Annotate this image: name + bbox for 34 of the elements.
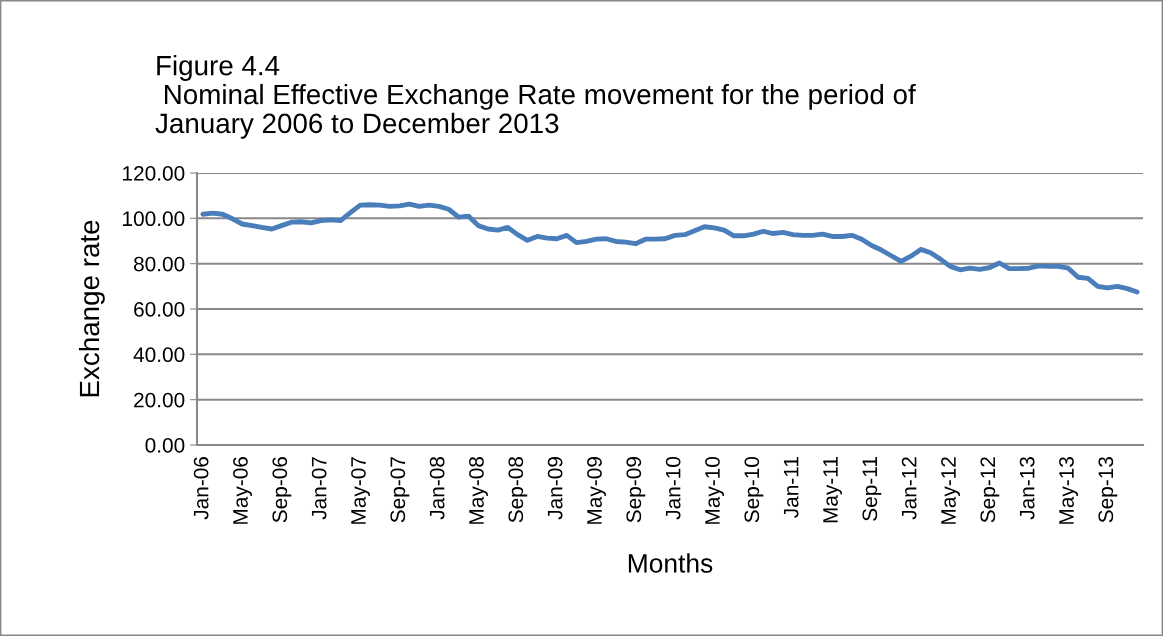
x-tick-label: May-13 [1059, 457, 1078, 524]
x-tick-label: Sep-06 [272, 457, 292, 523]
x-axis-title: Months [628, 553, 713, 573]
x-tick-label: Jan-10 [665, 456, 681, 520]
x-tick-label: May-10 [705, 456, 724, 524]
chart-title: Figure 4.4 Nominal Effective Exchange Rate movement for the period of January 2006 to December 2013 [155, 55, 916, 139]
x-tick-label: Jan-12 [901, 457, 917, 520]
x-tick-label: May-09 [587, 457, 606, 524]
x-tick-label: Jan-06 [193, 457, 209, 520]
x-tick-label: May-12 [941, 457, 960, 524]
x-tick-label: Sep-09 [626, 457, 646, 523]
x-tick-label: Jan-07 [311, 457, 327, 520]
x-tick-label: Sep-07 [390, 457, 410, 523]
x-tick-label: Sep-12 [980, 457, 1000, 523]
x-tick-label: May-08 [469, 457, 488, 524]
x-tick-label: May-06 [233, 457, 252, 524]
x-tick-label: Sep-08 [508, 457, 528, 523]
y-tick-label: 40.00 [133, 347, 185, 363]
y-tick-label: 80.00 [133, 256, 185, 272]
x-tick-label: Jan-13 [1019, 457, 1035, 520]
y-axis-title: Exchange rate [78, 220, 105, 397]
y-tick-label: 0.00 [145, 438, 185, 453]
x-tick-label: Sep-13 [1098, 457, 1118, 523]
x-tick-label: Sep-11 [862, 457, 882, 521]
x-tick-label: May-11 [823, 457, 842, 523]
x-tick-label: Jan-11 [783, 457, 799, 518]
y-tick-label: 60.00 [134, 302, 185, 317]
x-tick-label: May-07 [351, 457, 370, 524]
x-tick-label: Jan-09 [547, 457, 563, 520]
x-tick-label: Jan-08 [429, 457, 445, 520]
y-tick-label: 100.00 [123, 211, 185, 227]
y-tick-label: 120.00 [123, 166, 185, 181]
y-tick-label: 20.00 [134, 392, 185, 408]
x-tick-label: Sep-10 [744, 456, 764, 523]
